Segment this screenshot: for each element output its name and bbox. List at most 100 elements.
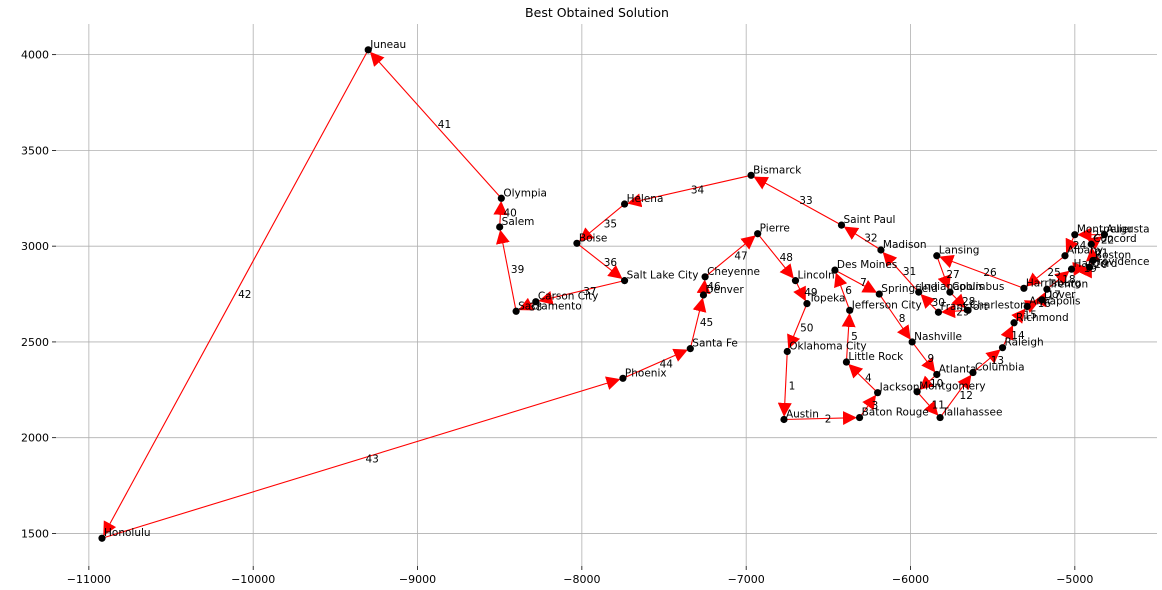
tour-edge	[622, 348, 688, 379]
city-point	[855, 413, 864, 422]
city-label: Albany	[1067, 245, 1103, 257]
city-point	[946, 288, 954, 296]
city-label: Trenton	[1048, 278, 1088, 290]
tour-edges	[101, 49, 1105, 539]
edge-order-label: 38	[529, 301, 542, 313]
city-point	[1100, 231, 1109, 239]
city-label: Salt Lake City	[627, 270, 699, 282]
tour-edge	[777, 351, 792, 417]
city-label: Concord	[1093, 233, 1136, 245]
edge-order-label: 34	[691, 185, 705, 197]
tour-edge	[848, 363, 879, 394]
tour-edge	[939, 254, 1025, 289]
tour-edge	[920, 293, 939, 313]
city-point	[933, 370, 941, 379]
city-point	[364, 46, 372, 54]
tour-edge	[495, 229, 517, 312]
city-label: Austin	[786, 408, 819, 420]
city-label: Denver	[705, 284, 744, 296]
edge-order-label: 15	[1024, 310, 1037, 322]
city-label: Montpelier	[1077, 224, 1134, 236]
edge-order-label: 17	[1047, 290, 1060, 302]
city-label: Jefferson City	[851, 299, 922, 311]
city-label: Olympia	[503, 187, 547, 199]
city-point	[933, 252, 941, 260]
city-label: Charleston	[970, 299, 1027, 311]
edge-order-label: 44	[660, 358, 674, 370]
city-point	[934, 308, 943, 316]
city-point	[964, 306, 972, 314]
edge-order-label: 2	[825, 414, 832, 426]
edge-order-label: 19	[1084, 263, 1097, 275]
city-point	[842, 358, 851, 366]
city-label: Columbia	[975, 362, 1025, 374]
tour-edge	[787, 303, 808, 350]
edge-order-label: 6	[845, 285, 852, 297]
city-point	[846, 306, 854, 314]
edge-order-label: 33	[799, 195, 812, 207]
tour-edge	[369, 51, 502, 199]
edge-order-label: 41	[438, 119, 451, 131]
edge-order-label: 27	[946, 269, 959, 281]
city-point	[512, 307, 520, 315]
edge-order-label: 20	[1094, 259, 1107, 271]
tour-edge	[936, 255, 951, 290]
tour-edge	[911, 341, 936, 373]
city-point	[969, 368, 977, 377]
edge-order-label: 14	[1011, 330, 1025, 342]
edge-order-label: 46	[707, 281, 721, 293]
city-point	[874, 389, 882, 397]
city-point	[620, 200, 629, 208]
city-label: Santa Fe	[692, 338, 738, 350]
y-tick-label: 2500	[21, 336, 49, 349]
edge-order-label: 30	[932, 297, 945, 309]
edge-order-label: 10	[930, 378, 943, 390]
edge-order-label: 43	[365, 453, 378, 465]
grid	[56, 24, 1157, 566]
city-label: Boston	[1095, 250, 1131, 262]
y-tick-label: 3500	[21, 144, 49, 157]
edge-order-label: 11	[932, 400, 945, 412]
edge-order-label: 18	[1062, 274, 1075, 286]
edge-order-label: 49	[804, 287, 817, 299]
city-point	[1038, 296, 1046, 304]
tour-edge	[783, 410, 857, 425]
city-label: Richmond	[1016, 312, 1069, 324]
city-point	[1089, 256, 1097, 265]
edge-order-label: 26	[983, 267, 997, 279]
city-label: Saint Paul	[843, 214, 895, 226]
city-label: Des Moines	[837, 259, 897, 271]
edge-order-label: 47	[734, 250, 747, 262]
city-label: Sacramento	[518, 300, 582, 312]
edge-order-label: 7	[860, 277, 867, 289]
edge-order-label: 21	[1095, 247, 1108, 259]
tour-edge	[939, 374, 972, 418]
city-label: Carson City	[538, 291, 599, 303]
city-point	[998, 344, 1007, 352]
city-point	[831, 266, 839, 274]
edge-order-label: 29	[956, 306, 969, 318]
city-label: Dover	[1044, 289, 1076, 301]
city-label: Harrisburg	[1026, 277, 1081, 289]
city-point	[1043, 285, 1051, 293]
city-label: Montgomery	[919, 381, 986, 393]
city-label: Salem	[502, 216, 535, 228]
city-label: Augusta	[1106, 224, 1149, 236]
city-label: Columbus	[952, 281, 1004, 293]
city-point	[1071, 231, 1079, 239]
city-label: Frankfort	[940, 301, 987, 313]
edge-order-label: 5	[851, 331, 858, 343]
city-label: Lincoln	[797, 270, 834, 282]
edge-order-label: 50	[800, 323, 813, 335]
city-label: Bismarck	[753, 164, 802, 176]
city-label: Jackson	[879, 382, 920, 394]
city-point	[532, 298, 540, 306]
tour-edge	[103, 49, 369, 536]
city-point	[686, 345, 694, 353]
edge-order-label: 16	[1038, 298, 1052, 310]
edge-order-label: 39	[511, 264, 524, 276]
tour-edge	[793, 280, 806, 302]
y-tick-label: 2000	[21, 432, 49, 445]
edge-order-label: 45	[700, 317, 713, 329]
city-label: Honolulu	[104, 527, 151, 539]
